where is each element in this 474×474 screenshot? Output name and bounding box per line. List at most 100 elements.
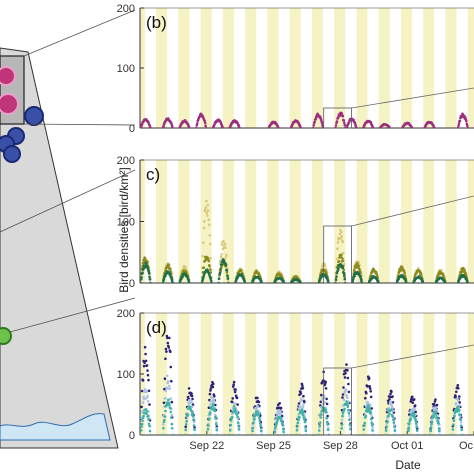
data-point — [260, 433, 264, 435]
data-point — [225, 269, 229, 272]
y-tick-label: 100 — [117, 369, 135, 381]
data-point — [392, 418, 395, 422]
data-point — [430, 422, 433, 426]
map-land — [0, 47, 119, 449]
data-point — [279, 412, 283, 415]
data-point — [147, 422, 151, 426]
data-point — [405, 281, 408, 283]
data-point — [145, 263, 148, 266]
data-point — [184, 423, 188, 426]
data-point — [258, 416, 261, 420]
data-point — [209, 389, 212, 392]
data-point — [466, 124, 469, 127]
y-tick-label: 100 — [117, 217, 135, 229]
data-point — [213, 407, 216, 410]
y-tick-label: 100 — [117, 63, 135, 75]
data-point — [460, 433, 464, 435]
map-point — [0, 327, 12, 345]
data-point — [371, 126, 375, 128]
data-point — [459, 424, 463, 428]
data-point — [227, 281, 230, 283]
data-point — [441, 272, 445, 276]
data-point — [186, 275, 189, 279]
data-point — [193, 433, 197, 435]
data-point — [344, 388, 348, 391]
data-point — [207, 259, 211, 263]
panel-label: c) — [146, 165, 160, 184]
data-point — [299, 281, 303, 283]
data-point — [162, 426, 165, 430]
data-point — [435, 416, 439, 419]
data-point — [188, 405, 192, 409]
night-band — [423, 160, 435, 283]
data-point — [184, 428, 187, 432]
data-point — [466, 126, 470, 128]
data-point — [411, 395, 414, 399]
data-point — [465, 119, 468, 123]
data-point — [208, 242, 212, 246]
data-point — [326, 426, 330, 430]
data-point — [368, 403, 372, 407]
data-point — [369, 390, 373, 393]
data-point — [258, 418, 262, 422]
data-point — [319, 421, 322, 424]
data-point — [302, 403, 305, 407]
data-point — [277, 408, 281, 412]
night-band — [267, 313, 279, 435]
data-point — [191, 397, 194, 401]
night-band — [445, 8, 457, 128]
data-point — [340, 253, 343, 257]
data-point — [429, 426, 433, 429]
data-point — [365, 391, 368, 395]
data-point — [300, 399, 304, 403]
data-point — [409, 415, 412, 418]
data-point — [190, 394, 194, 398]
data-point — [215, 428, 219, 432]
data-point — [140, 276, 143, 279]
data-point — [341, 414, 344, 418]
data-point — [344, 372, 347, 375]
data-point — [342, 398, 346, 402]
data-point — [346, 376, 350, 380]
data-point — [207, 218, 211, 221]
data-point — [235, 396, 239, 400]
data-point — [144, 359, 148, 363]
data-point — [347, 408, 350, 412]
night-band — [378, 160, 390, 283]
data-point — [146, 369, 149, 372]
data-point — [301, 384, 304, 388]
data-point — [251, 426, 255, 430]
data-point — [207, 209, 210, 212]
data-point — [314, 117, 318, 121]
data-point — [236, 403, 239, 406]
scatter-points — [140, 334, 464, 435]
data-point — [144, 408, 148, 411]
map-coastline — [0, 413, 111, 441]
data-point — [364, 396, 367, 400]
data-point — [409, 417, 413, 421]
data-point — [282, 281, 286, 283]
data-point — [336, 241, 340, 244]
data-point — [341, 266, 345, 270]
panel-1: 0 100 200 c) — [117, 155, 474, 290]
data-point — [367, 405, 371, 409]
data-point — [325, 416, 328, 420]
data-point — [201, 254, 205, 258]
data-point — [221, 126, 225, 128]
data-point — [204, 126, 208, 128]
data-point — [410, 398, 413, 401]
data-point — [442, 276, 446, 279]
data-point — [296, 425, 299, 428]
data-point — [169, 350, 172, 354]
data-point — [212, 382, 215, 386]
night-bands — [140, 313, 474, 435]
data-point — [371, 429, 374, 432]
data-point — [217, 277, 221, 280]
data-point — [213, 394, 216, 398]
data-point — [232, 380, 236, 384]
data-point — [324, 411, 328, 414]
data-point — [237, 424, 240, 428]
data-point — [370, 415, 374, 418]
data-point — [392, 421, 396, 425]
y-tick-label: 200 — [117, 308, 135, 320]
